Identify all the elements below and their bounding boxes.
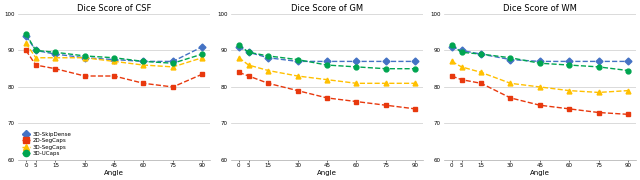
Title: Dice Score of WM: Dice Score of WM	[503, 4, 577, 13]
Legend: 3D-SkipDense, 2D-SegCaps, 3D-SegCaps, 3D-UCaps: 3D-SkipDense, 2D-SegCaps, 3D-SegCaps, 3D…	[21, 131, 72, 157]
Title: Dice Score of GM: Dice Score of GM	[291, 4, 363, 13]
X-axis label: Angle: Angle	[104, 170, 124, 176]
X-axis label: Angle: Angle	[530, 170, 550, 176]
X-axis label: Angle: Angle	[317, 170, 337, 176]
Title: Dice Score of CSF: Dice Score of CSF	[77, 4, 151, 13]
